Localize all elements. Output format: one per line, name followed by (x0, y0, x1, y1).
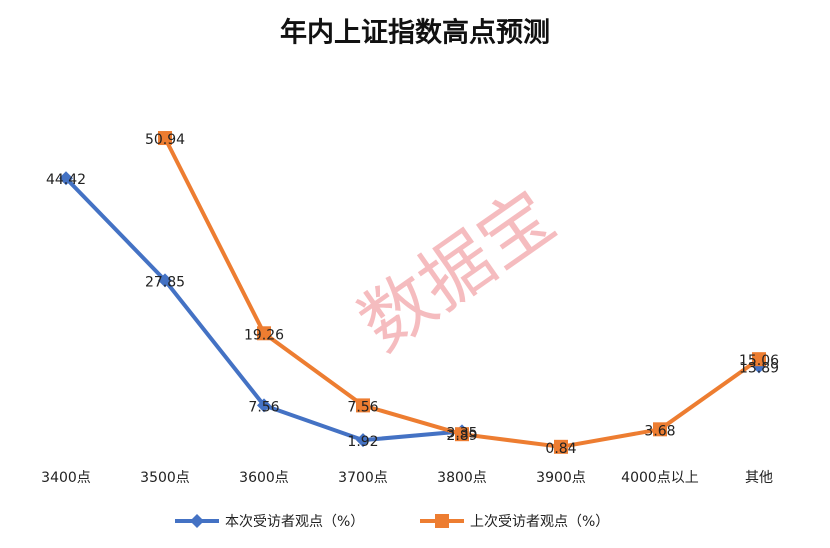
data-label: 19.26 (244, 327, 284, 343)
data-label: 15.06 (739, 353, 779, 369)
data-point (356, 398, 370, 413)
data-point (455, 427, 469, 442)
x-tick-label: 3500点 (140, 470, 190, 486)
data-label: 27.85 (145, 274, 185, 290)
data-label: 3.68 (644, 423, 675, 439)
chart-title: 年内上证指数高点预测 (280, 17, 550, 49)
x-tick-label: 3600点 (239, 470, 289, 486)
x-tick-label: 3700点 (338, 470, 388, 486)
data-label: 13.89 (739, 360, 779, 376)
data-point (554, 439, 568, 454)
x-tick-label: 4000点以上 (621, 470, 699, 486)
data-point (752, 352, 766, 367)
legend-marker (435, 514, 449, 528)
data-point (59, 171, 73, 186)
x-tick-label: 3400点 (41, 470, 91, 486)
data-point (653, 422, 667, 437)
data-point (257, 326, 271, 341)
data-label: 3.35 (446, 425, 477, 441)
data-label: 7.56 (347, 399, 378, 415)
data-point (158, 131, 172, 146)
x-tick-label: 3900点 (536, 470, 586, 486)
data-label: 2.89 (446, 428, 477, 444)
data-label: 0.84 (545, 441, 576, 457)
data-label: 44.42 (46, 172, 86, 188)
x-tick-label: 其他 (745, 470, 773, 486)
data-point (257, 398, 271, 413)
x-tick-label: 3800点 (437, 470, 487, 486)
legend-label: 上次受访者观点（%） (470, 514, 609, 530)
data-label: 1.92 (347, 434, 378, 450)
data-label: 50.94 (145, 132, 185, 148)
legend-label: 本次受访者观点（%） (225, 514, 364, 530)
data-point (158, 273, 172, 288)
legend-marker (190, 514, 204, 528)
data-point (356, 433, 370, 448)
data-label: 7.56 (248, 399, 279, 415)
